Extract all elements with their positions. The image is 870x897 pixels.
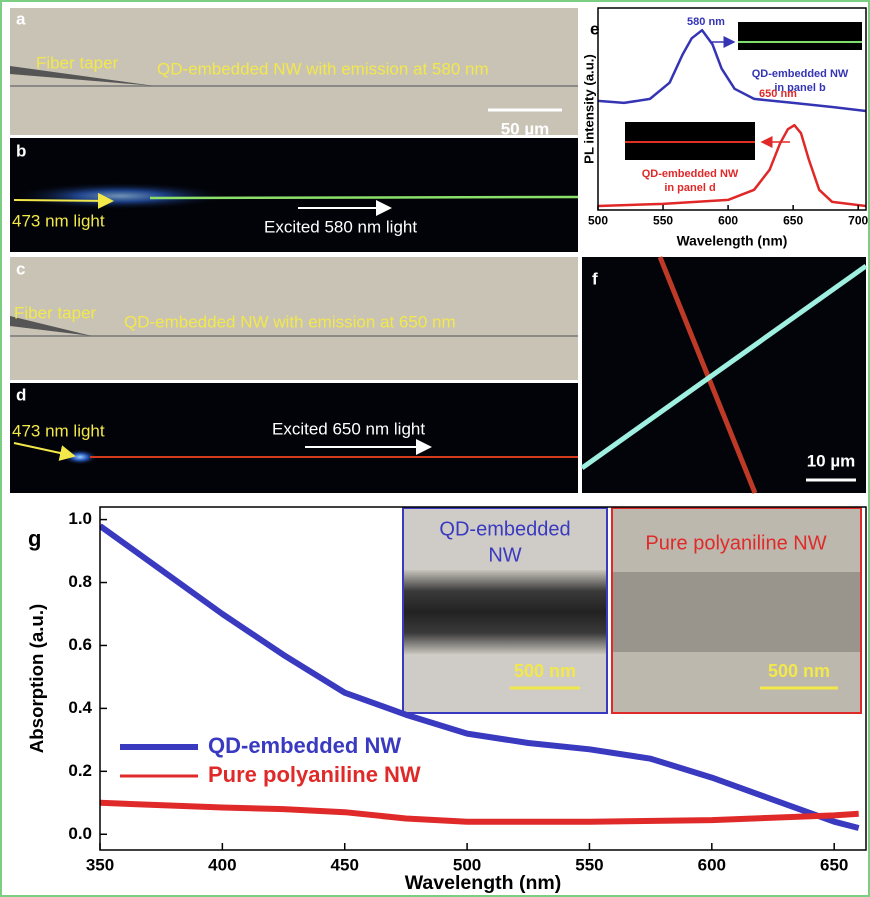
pump-label: 473 nm light [12,211,105,230]
inset-image [613,572,860,652]
scale-label: 10 µm [807,451,856,470]
x-tick-label: 600 [718,214,738,228]
x-tick-label: 450 [331,856,359,875]
emission-label: Excited 580 nm light [264,217,417,236]
y-tick-label: 0.4 [68,698,92,717]
x-tick-label: 650 [820,856,848,875]
annotation: 650 nm [759,88,797,100]
inset-title: NW [488,544,521,566]
caption: QD-embedded NW with emission at 580 nm [157,59,489,78]
scale-label: 500 nm [514,661,576,681]
x-tick-label: 700 [848,214,868,228]
inset-title: QD-embedded [439,518,570,540]
annotation: QD-embedded NW [642,168,739,180]
emission-label: Excited 650 nm light [272,419,425,438]
panel-label: a [16,9,26,28]
fiber-label: Fiber taper [36,53,119,72]
panel-label: d [16,385,26,404]
emission-line [150,197,578,198]
x-tick-label: 350 [86,856,114,875]
annotation: QD-embedded NW [752,68,849,80]
caption: QD-embedded NW with emission at 650 nm [124,312,456,331]
y-tick-label: 0.6 [68,635,92,654]
panel-label: b [16,141,26,160]
scale-label: 50 µm [501,119,550,138]
y-axis-label: PL intensity (a.u.) [581,54,596,164]
x-axis-label: Wavelength (nm) [677,234,788,249]
x-tick-label: 400 [208,856,236,875]
y-tick-label: 0.0 [68,824,92,843]
legend-label: Pure polyaniline NW [208,762,421,787]
y-tick-label: 0.8 [68,572,92,591]
panel-label: g [28,526,41,551]
x-tick-label: 600 [698,856,726,875]
panel-label: f [592,269,598,288]
fiber-label: Fiber taper [14,303,97,322]
x-axis-label: Wavelength (nm) [405,872,562,894]
y-tick-label: 0.2 [68,761,92,780]
panel-label: c [16,259,25,278]
annotation: in panel d [664,182,715,194]
x-tick-label: 550 [653,214,673,228]
x-tick-label: 550 [575,856,603,875]
legend-label: QD-embedded NW [208,733,401,758]
inset-image [404,570,606,654]
y-axis-label: Absorption (a.u.) [26,604,47,753]
pump-label: 473 nm light [12,421,105,440]
x-tick-label: 500 [588,214,608,228]
glow [10,182,230,210]
arrow [14,200,112,201]
annotation: 580 nm [687,16,725,28]
scale-label: 500 nm [768,661,830,681]
x-tick-label: 650 [783,214,803,228]
figure: a Fiber taper QD-embedded NW with emissi… [0,0,870,897]
y-tick-label: 1.0 [68,509,92,528]
inset-image [738,22,862,50]
inset-title: Pure polyaniline NW [645,532,826,554]
